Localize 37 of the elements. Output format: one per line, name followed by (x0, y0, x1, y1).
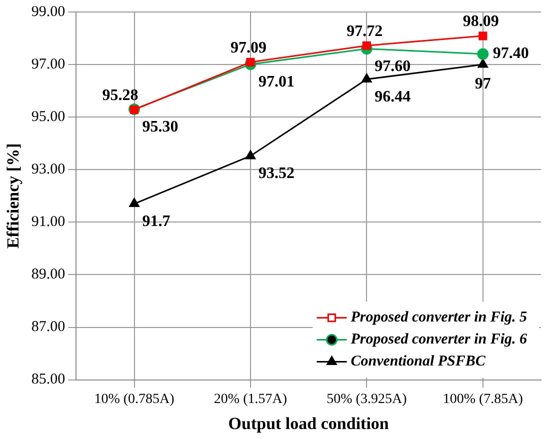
data-label: 97.60 (374, 58, 411, 75)
data-label: 97.01 (258, 73, 294, 90)
point (478, 32, 488, 40)
legend-label: Proposed converter in Fig. 5 (350, 310, 528, 326)
data-label: 93.52 (258, 165, 294, 182)
legend-label: Proposed converter in Fig. 6 (350, 332, 528, 348)
point (362, 74, 372, 83)
point (478, 58, 488, 68)
y-tick-label: 91.00 (31, 214, 66, 230)
x-tick-label: 10% (0.785A) (94, 392, 175, 407)
point (477, 48, 489, 60)
y-tick-label: 89.00 (31, 266, 66, 283)
data-label: 98.09 (462, 13, 499, 30)
y-tick-label: 87.00 (31, 319, 66, 336)
data-label: 96.44 (374, 88, 411, 106)
data-label: 95.28 (102, 86, 138, 104)
x-tick-label: 50% (3.925A) (326, 392, 408, 407)
point (129, 198, 140, 208)
data-label: 97 (474, 76, 491, 93)
point (362, 41, 371, 50)
point (245, 150, 256, 160)
data-label: 95.30 (142, 118, 178, 136)
data-label: 97.40 (492, 45, 529, 62)
data-label: 97.72 (346, 22, 383, 40)
data-label: 91.7 (142, 212, 170, 230)
y-tick-label: 95.00 (31, 109, 66, 126)
y-tick-label: 97.00 (31, 56, 66, 72)
x-axis-title: Output load condition (228, 414, 390, 434)
y-tick-label: 85.00 (31, 372, 66, 388)
x-tick-label: 20% (1.57A) (214, 392, 288, 407)
legend-label: Conventional PSFBC (350, 354, 486, 370)
y-tick-label: 93.00 (31, 162, 66, 178)
data-label: 97.09 (230, 39, 266, 56)
y-tick-label: 99.00 (31, 4, 66, 20)
x-tick-label: 100% (7.85A) (442, 392, 524, 407)
point (246, 58, 255, 66)
y-axis-title: Efficiency [%] (4, 143, 23, 249)
